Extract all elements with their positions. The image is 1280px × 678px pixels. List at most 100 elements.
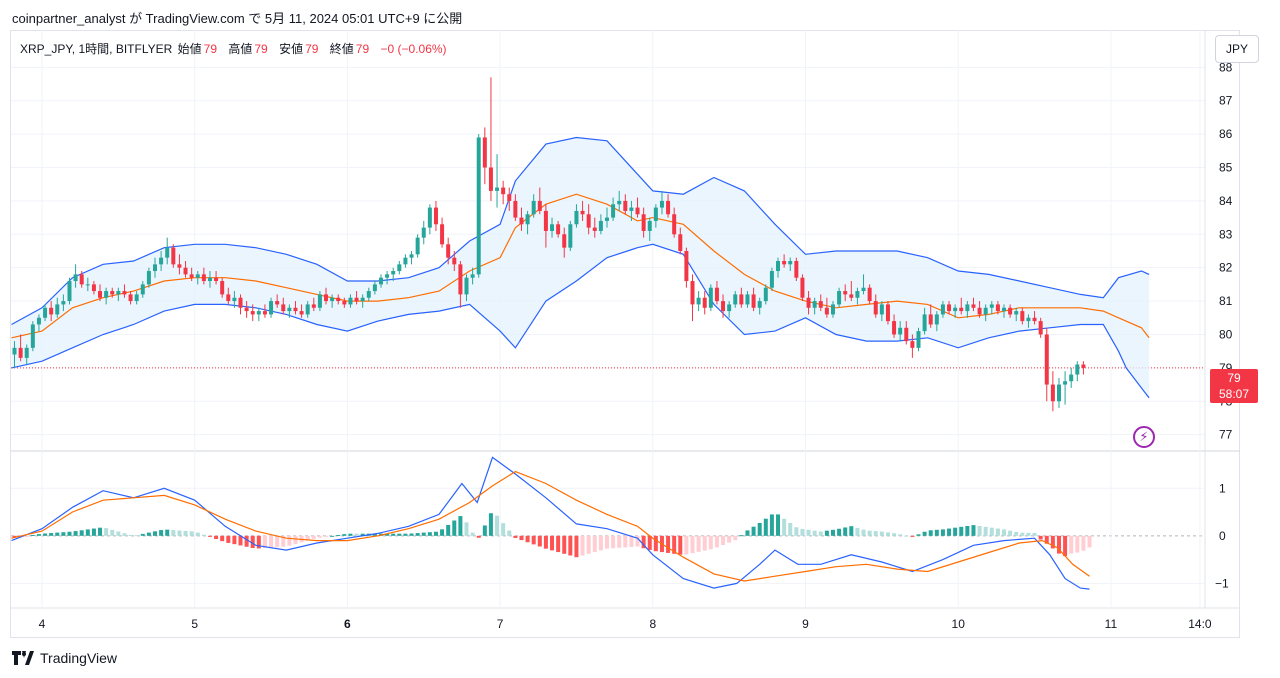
open-label: 始値 [177, 42, 202, 56]
macd-histogram-bar [849, 526, 854, 536]
symbol-label: XRP_JPY, 1時間, BITFLYER [20, 42, 173, 56]
candle-body [452, 257, 457, 265]
candle-body [24, 347, 29, 358]
candle-body [446, 244, 451, 258]
candle-body [372, 284, 377, 292]
candle-body [385, 274, 390, 278]
candle-body [763, 287, 768, 302]
bollinger-band-fill [11, 137, 1150, 398]
macd-histogram-bar [647, 535, 652, 550]
macd-histogram-bar [476, 535, 481, 538]
candle-body [604, 217, 609, 221]
candle-body [910, 341, 915, 348]
candle-body [776, 261, 781, 272]
candle-body [745, 294, 750, 305]
macd-histogram-bar [1008, 530, 1013, 536]
macd-histogram-bar [281, 535, 286, 547]
macd-histogram-bar [611, 535, 616, 549]
candle-body [73, 274, 78, 282]
macd-histogram-bar [409, 533, 414, 536]
open-value: 79 [203, 42, 217, 56]
macd-histogram-bar [189, 531, 194, 536]
candle-body [128, 294, 133, 302]
candle-body [305, 304, 310, 315]
candle-body [995, 304, 1000, 312]
macd-histogram-bar [501, 523, 506, 536]
macd-histogram-bar [256, 535, 261, 549]
candle-body [830, 304, 835, 315]
macd-histogram-bar [317, 535, 322, 538]
candle-body [543, 210, 548, 231]
macd-histogram-bar [1063, 535, 1068, 557]
macd-histogram-bar [104, 528, 109, 536]
macd-histogram-bar [91, 528, 96, 536]
macd-histogram-bar [733, 535, 738, 541]
candle-body [427, 207, 432, 228]
candle-body [806, 297, 811, 308]
macd-histogram-bar [30, 534, 35, 536]
candle-body [256, 311, 261, 315]
candle-body [238, 297, 243, 308]
candle-body [971, 304, 976, 308]
candle-body [36, 317, 41, 325]
macd-histogram-bar [776, 514, 781, 536]
candle-body [739, 294, 744, 305]
candle-body [391, 271, 396, 275]
time-tick-label: 14:0 [1188, 617, 1212, 631]
macd-histogram-bar [244, 535, 249, 547]
macd-histogram-bar [971, 525, 976, 536]
candle-body [49, 307, 54, 315]
candle-body [953, 307, 958, 312]
macd-histogram-bar [513, 535, 518, 538]
macd-histogram-bar [598, 535, 603, 551]
candle-body [659, 200, 664, 208]
currency-button[interactable]: JPY [1215, 35, 1259, 63]
tradingview-logo[interactable]: TradingView [12, 650, 117, 666]
macd-histogram-bar [177, 530, 182, 536]
low-label: 安値 [279, 42, 304, 56]
candle-body [1056, 384, 1061, 402]
tradingview-logo-icon [12, 651, 34, 665]
macd-histogram-bar [360, 533, 365, 536]
macd-histogram-bar [543, 535, 548, 549]
price-tick-label: 85 [1219, 161, 1233, 175]
candle-body [1081, 364, 1086, 368]
candle-body [629, 207, 634, 211]
candle-body [1026, 317, 1031, 322]
macd-histogram-bar [739, 535, 744, 537]
macd-histogram-bar [641, 535, 646, 549]
macd-histogram-bar [201, 534, 206, 536]
candle-body [537, 200, 542, 211]
candle-body [849, 294, 854, 298]
macd-histogram-bar [696, 535, 701, 552]
candle-body [904, 327, 909, 342]
candle-body [1069, 374, 1074, 382]
bollinger-upper-line [11, 136, 1150, 326]
macd-histogram-bar [116, 531, 121, 536]
candle-body [458, 264, 463, 295]
candle-body [30, 324, 35, 348]
candle-body [501, 187, 506, 195]
macd-histogram-bar [305, 535, 310, 541]
candle-body [293, 307, 298, 312]
candle-body [207, 277, 212, 282]
candle-body [794, 261, 799, 278]
candle-body [134, 294, 139, 302]
chart-frame [10, 30, 1240, 638]
close-label: 終値 [329, 42, 354, 56]
candle-body [690, 281, 695, 305]
macd-histogram-bar [348, 533, 353, 536]
candle-body [67, 281, 72, 302]
candle-body [61, 301, 66, 305]
lightning-icon[interactable]: ⚡ [1133, 426, 1155, 448]
candle-body [757, 301, 762, 308]
candle-body [562, 234, 567, 248]
candle-body [922, 314, 927, 332]
macd-histogram-bar [959, 526, 964, 536]
candle-body [1050, 384, 1055, 402]
macd-histogram-bar [293, 535, 298, 544]
candle-body [653, 207, 658, 221]
candle-body [983, 307, 988, 315]
candle-body [403, 257, 408, 265]
